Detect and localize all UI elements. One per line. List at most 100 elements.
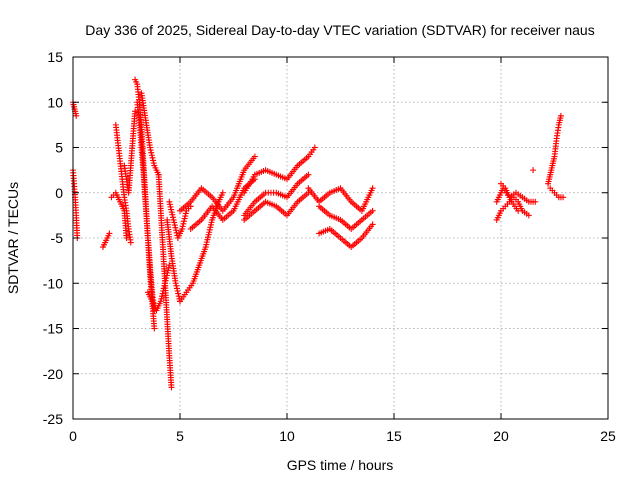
data-point [171, 222, 178, 229]
data-point [219, 189, 226, 196]
data-point [159, 290, 166, 297]
y-tick-label: -20 [43, 366, 63, 382]
data-point [530, 167, 537, 174]
data-point [158, 293, 165, 300]
axis-ticks: 0 5 10 15 20 25 15 10 5 0 -5 -10 -15 -20 -25 [43, 49, 616, 444]
data-point [132, 108, 139, 115]
x-tick-label: 20 [493, 428, 509, 444]
data-point [167, 203, 174, 210]
data-point [532, 198, 539, 205]
data-point [175, 293, 182, 300]
series-s21 [316, 203, 376, 232]
data-point [150, 157, 157, 164]
chart-title: Day 336 of 2025, Sidereal Day-to-day VTE… [85, 22, 594, 38]
data-point [168, 206, 175, 213]
x-tick-label: 10 [279, 428, 295, 444]
data-point [560, 194, 567, 201]
data-point [148, 152, 155, 159]
x-tick-label: 0 [69, 428, 77, 444]
x-axis-label: GPS time / hours [287, 457, 394, 473]
data-point [369, 185, 376, 192]
x-tick-label: 15 [386, 428, 402, 444]
data-point [171, 219, 178, 226]
data-point [173, 227, 180, 234]
series-s25 [498, 180, 522, 214]
data-point [151, 325, 158, 332]
data-point [369, 207, 376, 214]
data-point [311, 144, 318, 151]
data-point [175, 290, 182, 297]
y-tick-label: -5 [51, 230, 64, 246]
y-axis-label: SDTVAR / TECUs [5, 182, 21, 294]
data-point [172, 224, 179, 231]
series-s23 [493, 194, 532, 223]
y-tick-label: -15 [43, 321, 63, 337]
series-s15 [177, 153, 258, 214]
series-s3 [99, 230, 113, 251]
series-s20 [305, 185, 376, 214]
series-s9 [138, 90, 162, 178]
series-s27 [545, 112, 564, 187]
data-point [169, 214, 176, 221]
data-point [157, 298, 164, 305]
y-tick-label: -10 [43, 275, 63, 291]
data-point [251, 153, 258, 160]
data-point [369, 221, 376, 228]
data-point [168, 384, 175, 391]
data-point [180, 218, 187, 225]
series-s26 [530, 167, 537, 174]
data-point [166, 198, 173, 205]
data-point [525, 212, 532, 219]
data-point [148, 149, 155, 156]
data-point [169, 211, 176, 218]
data-point [173, 285, 180, 292]
data-point [172, 280, 179, 287]
series-s13 [166, 198, 194, 241]
y-tick-label: 0 [55, 185, 63, 201]
data-points [70, 76, 567, 391]
series-s16 [187, 176, 258, 232]
y-tick-label: 15 [47, 49, 63, 65]
data-point [150, 160, 157, 167]
series-s28 [547, 185, 567, 201]
data-point [127, 239, 134, 246]
data-point [305, 171, 312, 178]
data-point [170, 216, 177, 223]
data-point [166, 262, 173, 269]
data-point [123, 235, 130, 241]
data-point [173, 282, 180, 289]
series-s17 [241, 144, 318, 196]
y-tick-label: 10 [47, 94, 63, 110]
series-s8 [134, 99, 158, 314]
data-point [179, 223, 186, 230]
series-s6 [121, 108, 139, 196]
data-point [181, 215, 188, 222]
data-point [164, 269, 171, 276]
series-s18 [241, 171, 312, 219]
series-s22 [316, 221, 376, 251]
x-tick-label: 5 [176, 428, 184, 444]
y-tick-label: 5 [55, 140, 63, 156]
data-point [147, 144, 154, 151]
series-s12 [164, 216, 183, 305]
series-s2 [70, 167, 81, 241]
series-s19 [241, 189, 312, 223]
data-point [174, 288, 181, 295]
data-point [515, 207, 522, 214]
data-point [165, 264, 172, 271]
data-point [166, 201, 173, 208]
data-point [158, 295, 165, 302]
x-tick-label: 25 [600, 428, 616, 444]
data-point [557, 112, 564, 119]
y-tick-label: -25 [43, 411, 63, 427]
data-point [73, 112, 80, 119]
data-point [147, 147, 154, 154]
data-point [168, 209, 175, 216]
data-point [149, 154, 156, 161]
data-point [180, 220, 187, 227]
series-s11 [155, 171, 175, 391]
data-point [165, 267, 172, 274]
data-point [182, 210, 189, 217]
data-point [179, 225, 186, 232]
